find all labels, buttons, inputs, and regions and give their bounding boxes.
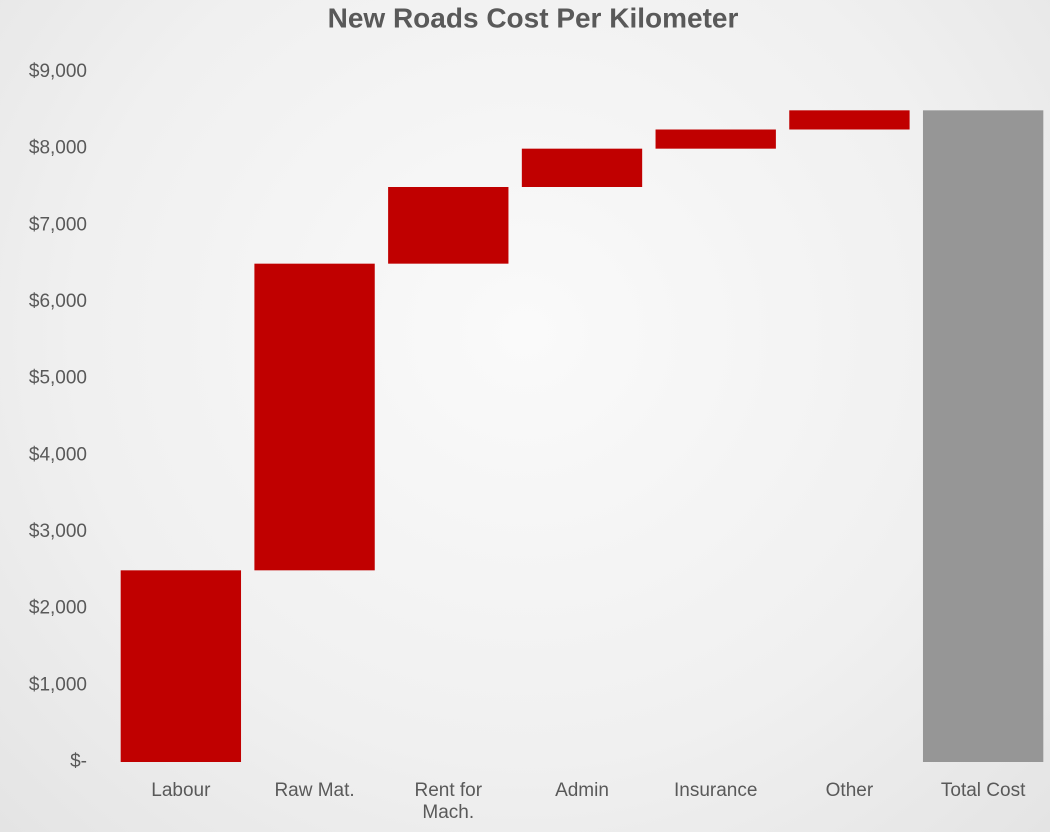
y-tick-label: $9,000 xyxy=(29,61,87,82)
bar xyxy=(521,148,643,187)
y-tick-label: $1,000 xyxy=(29,674,87,695)
y-tick-label: $6,000 xyxy=(29,291,87,312)
y-tick-label: $5,000 xyxy=(29,368,87,389)
chart-title: New Roads Cost Per Kilometer xyxy=(328,2,739,33)
y-tick-label: $8,000 xyxy=(29,138,87,159)
x-tick-label: Raw Mat. xyxy=(274,780,355,801)
y-tick-label: $4,000 xyxy=(29,444,87,465)
bar xyxy=(655,129,776,149)
y-tick-label: $7,000 xyxy=(29,214,87,235)
bar xyxy=(388,187,509,264)
bar xyxy=(120,570,242,762)
x-tick-label: Total Cost xyxy=(940,780,1026,801)
y-tick-label: $3,000 xyxy=(29,521,87,542)
x-tick-label: Labour xyxy=(151,780,211,801)
y-tick-label: $- xyxy=(70,751,87,772)
y-tick-label: $2,000 xyxy=(29,598,87,619)
bar xyxy=(789,110,910,130)
bar xyxy=(254,263,375,571)
x-tick-label: Admin xyxy=(555,780,609,801)
x-tick-label: Rent for Mach. xyxy=(414,780,483,823)
bar xyxy=(922,110,1044,763)
x-tick-label: Other xyxy=(825,780,874,801)
x-tick-label: Insurance xyxy=(673,780,758,801)
